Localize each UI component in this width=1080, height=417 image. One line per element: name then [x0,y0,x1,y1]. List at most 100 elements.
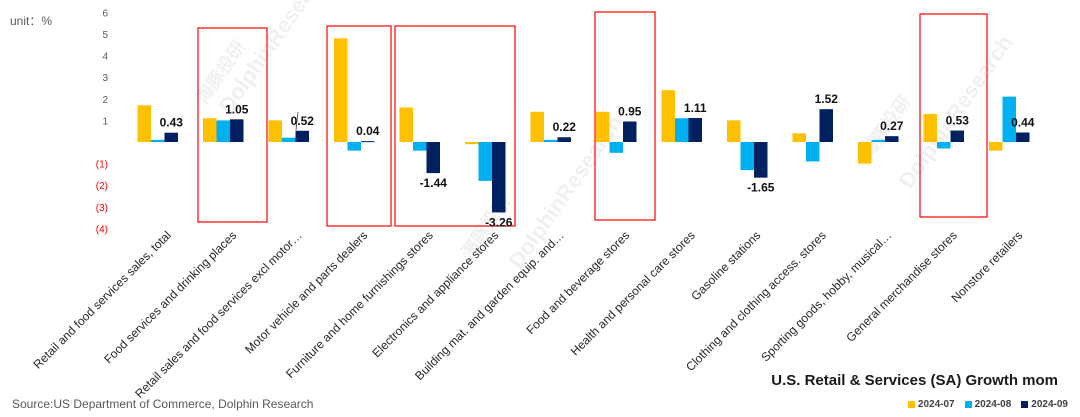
bar-2024-09-5 [492,142,506,213]
bar-2024-09-0 [164,132,178,142]
category-label: Clothing and clothing access. stores [683,228,829,374]
bar-2024-09-11 [885,136,899,142]
bar-2024-09-10 [819,109,833,142]
y-tick-label: (4) [96,224,108,235]
category-label: Nonstore retailers [948,228,1025,305]
bar-2024-09-8 [688,118,702,142]
chart-title: U.S. Retail & Services (SA) Growth mom [771,372,1058,389]
y-tick-label: 1 [102,116,108,127]
data-label: 0.04 [356,124,380,138]
bar-2024-07-2 [268,120,282,142]
bar-2024-07-8 [661,90,675,142]
bar-2024-09-12 [950,130,964,142]
y-tick-label: 2 [102,95,108,106]
data-label: 0.22 [553,120,577,134]
legend-label-2024-08: 2024-08 [974,399,1012,410]
category-label: Retail and food services sales, total [30,228,173,371]
bar-2024-07-13 [989,142,1003,151]
y-tick-label: 4 [102,52,108,63]
bar-2024-07-7 [596,111,610,142]
legend-swatch-2024-08 [964,401,972,408]
category-label: Furniture and home furnishings stores [283,228,436,381]
data-label: -3.26 [485,215,513,229]
category-label: Gasoline stations [688,228,763,303]
source-note: Source:US Department of Commerce, Dolphi… [12,397,314,411]
bar-2024-07-9 [727,120,741,142]
category-label: Food services and drinking places [101,228,239,366]
bar-2024-08-6 [544,139,558,142]
legend: 2024-07 2024-08 2024-09 [907,399,1068,410]
bar-2024-09-3 [361,141,375,143]
bar-2024-09-1 [230,119,244,142]
bar-2024-09-9 [754,142,768,178]
legend-item-2024-08: 2024-08 [964,399,1012,410]
bar-2024-08-2 [282,137,296,142]
bar-2024-09-4 [426,142,440,174]
highlight-box [594,11,656,221]
y-tick-label: 6 [102,8,108,19]
category-label: Building mat. and garden equip. and… [412,228,567,383]
legend-label-2024-07: 2024-07 [917,399,955,410]
bar-2024-07-5 [465,142,479,145]
data-label: 1.11 [684,101,707,115]
data-label: 0.27 [880,119,904,133]
bar-2024-07-3 [334,38,348,142]
watermark-text: DolphinResearch [894,30,1018,193]
legend-item-2024-09: 2024-09 [1021,399,1068,410]
bar-2024-08-9 [740,142,754,171]
y-tick-label: (2) [96,181,108,192]
data-label: -1.44 [420,176,448,190]
bar-2024-07-12 [923,113,937,142]
legend-swatch-2024-07 [907,401,915,408]
bar-2024-08-5 [478,142,492,181]
y-tick-label: 3 [102,73,108,84]
bar-2024-08-13 [1002,96,1016,142]
data-label: 1.05 [225,102,249,116]
bar-2024-09-7 [623,121,637,142]
bar-2024-08-10 [806,142,820,162]
bar-2024-08-0 [151,139,165,142]
bar-2024-08-1 [216,120,230,142]
y-tick-label: 5 [102,30,108,41]
bar-2024-09-13 [1016,132,1030,142]
category-label: Sporting goods, hobby, musical… [758,228,894,364]
data-label: 0.95 [618,104,642,118]
bar-2024-07-6 [530,111,544,142]
highlight-box [394,25,516,227]
data-label: 0.52 [291,114,315,128]
highlight-box [326,25,392,227]
bar-2024-07-1 [203,118,217,142]
bar-2024-09-2 [295,130,309,142]
bar-2024-08-11 [871,139,885,142]
legend-label-2024-09: 2024-09 [1031,399,1068,410]
bar-2024-08-4 [413,142,427,151]
category-label: Motor vehicle and parts dealers [242,228,370,356]
data-label: 0.43 [160,116,184,130]
category-label: Health and personal care stores [568,228,698,358]
data-label: -1.65 [747,181,775,195]
y-tick-label: (1) [96,160,108,171]
unit-label: unit：% [10,14,53,28]
data-label: 0.53 [946,114,970,128]
y-tick-label: (3) [96,203,108,214]
bar-2024-07-4 [399,107,413,142]
legend-swatch-2024-09 [1021,401,1029,408]
category-label: Electronics and appliance stores [369,228,501,360]
bar-2024-08-7 [609,142,623,153]
highlight-box [197,27,268,223]
data-label: 1.52 [815,92,839,106]
bar-2024-07-0 [137,105,151,142]
category-label: General merchandise stores [843,228,959,344]
data-label: 0.44 [1011,115,1035,129]
bar-2024-09-6 [557,137,571,142]
label-leader-line [295,111,299,131]
bar-2024-08-3 [347,142,361,151]
bar-2024-08-8 [675,118,689,142]
bar-2024-07-10 [792,133,806,142]
highlight-box [919,13,988,218]
bar-2024-07-11 [858,142,872,164]
bar-2024-08-12 [937,142,951,149]
legend-item-2024-07: 2024-07 [907,399,955,410]
